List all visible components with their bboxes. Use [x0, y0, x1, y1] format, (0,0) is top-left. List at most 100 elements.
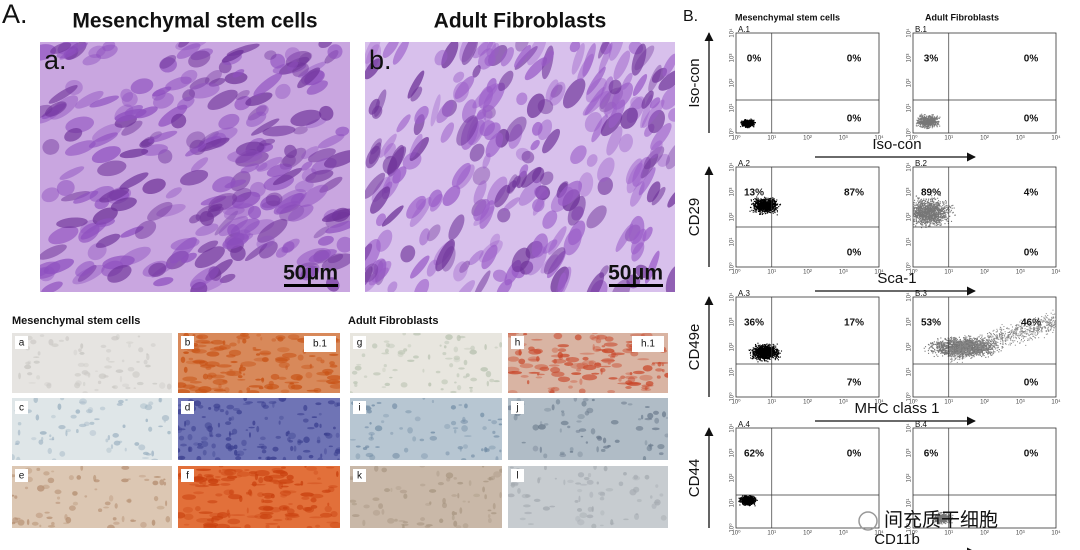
- event: [942, 213, 944, 215]
- event: [772, 211, 774, 213]
- event: [922, 122, 924, 125]
- speck: [252, 348, 262, 351]
- cell: [549, 81, 566, 106]
- event: [900, 198, 901, 199]
- event: [934, 124, 936, 126]
- event: [910, 207, 911, 208]
- speck: [508, 366, 520, 373]
- speck: [279, 415, 284, 420]
- event: [917, 211, 920, 213]
- speck: [284, 381, 300, 384]
- cell: [630, 181, 645, 207]
- speck: [620, 375, 626, 379]
- speck: [412, 355, 419, 359]
- speck: [144, 404, 153, 411]
- event: [919, 213, 921, 215]
- tile-texture: [508, 466, 667, 528]
- event: [925, 212, 927, 214]
- speck: [153, 476, 161, 478]
- speck: [259, 511, 274, 516]
- event: [767, 209, 769, 212]
- speck: [182, 506, 193, 513]
- event: [921, 218, 923, 220]
- event: [939, 204, 941, 206]
- cell: [631, 43, 647, 76]
- speck: [208, 483, 220, 486]
- event: [923, 210, 926, 212]
- event: [936, 212, 938, 214]
- speck: [658, 452, 664, 456]
- event: [741, 122, 743, 124]
- event: [913, 201, 915, 204]
- cell: [556, 182, 568, 198]
- event: [772, 202, 774, 204]
- event: [934, 202, 936, 204]
- event: [926, 202, 928, 204]
- event: [766, 209, 768, 211]
- event: [945, 200, 947, 202]
- cell: [313, 226, 330, 239]
- speck: [76, 475, 82, 480]
- cell: [532, 198, 545, 212]
- event: [755, 199, 757, 201]
- speck: [369, 421, 372, 425]
- event: [940, 216, 942, 218]
- speck: [594, 362, 602, 368]
- speck: [113, 521, 120, 525]
- event: [762, 213, 764, 215]
- event: [750, 123, 752, 125]
- cell: [298, 52, 313, 64]
- group-title: Adult Fibroblasts: [348, 315, 438, 327]
- cell: [194, 246, 225, 269]
- event: [767, 210, 769, 212]
- event: [932, 219, 934, 221]
- event: [918, 119, 920, 121]
- letter-box: [15, 469, 28, 482]
- speck: [233, 469, 243, 473]
- event: [919, 200, 921, 203]
- event: [921, 125, 924, 127]
- event: [746, 126, 748, 128]
- event: [924, 215, 927, 217]
- event: [765, 201, 767, 203]
- speck: [499, 449, 502, 453]
- speck: [633, 474, 639, 480]
- event: [929, 213, 931, 215]
- cell: [152, 86, 172, 97]
- cell: [88, 132, 118, 148]
- speck: [224, 387, 230, 393]
- event: [748, 120, 750, 122]
- event: [925, 214, 928, 216]
- speck: [70, 414, 77, 419]
- event: [917, 208, 919, 210]
- event: [744, 121, 746, 123]
- cell: [611, 82, 634, 110]
- cell: [308, 249, 337, 263]
- event: [927, 203, 929, 205]
- cell: [486, 42, 496, 58]
- cell: [414, 278, 430, 292]
- cell: [530, 139, 540, 151]
- speck: [569, 447, 574, 452]
- speck: [178, 426, 183, 434]
- speck: [585, 441, 589, 444]
- event: [763, 204, 765, 206]
- event: [938, 222, 941, 224]
- cell: [257, 218, 288, 243]
- event: [928, 119, 931, 121]
- speck: [178, 428, 186, 431]
- event: [747, 125, 750, 128]
- speck: [48, 338, 54, 346]
- event: [918, 206, 920, 208]
- event: [747, 124, 749, 126]
- speck: [655, 484, 659, 488]
- event: [770, 206, 772, 208]
- event: [928, 220, 930, 222]
- event: [943, 201, 945, 203]
- event: [755, 198, 757, 201]
- event: [933, 222, 935, 224]
- cell: [453, 261, 468, 282]
- speck: [591, 398, 595, 402]
- cell: [540, 254, 559, 274]
- speck: [632, 475, 641, 481]
